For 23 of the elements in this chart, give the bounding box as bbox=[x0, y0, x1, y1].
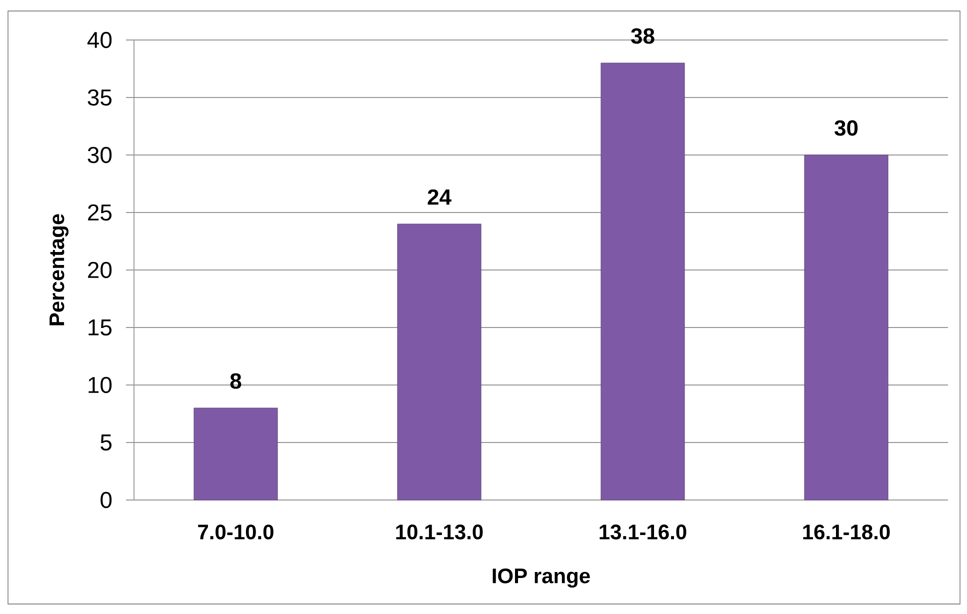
y-tick-label: 20 bbox=[88, 262, 112, 278]
bar bbox=[194, 408, 278, 500]
bar bbox=[804, 154, 888, 500]
y-tick-label: 25 bbox=[88, 204, 112, 221]
y-tick-label: 5 bbox=[100, 434, 112, 451]
bar bbox=[600, 62, 685, 500]
y-tick-label: 35 bbox=[88, 89, 112, 106]
data-label: 38 bbox=[631, 28, 654, 44]
y-tick-label: 0 bbox=[100, 492, 112, 508]
x-tick-label: 13.1-16.0 bbox=[600, 524, 686, 540]
data-label: 30 bbox=[834, 120, 858, 136]
y-tick-label: 40 bbox=[87, 32, 112, 48]
y-axis-title: Percentage bbox=[50, 214, 68, 326]
x-axis-title: IOP range bbox=[492, 568, 590, 588]
data-label: 24 bbox=[428, 189, 452, 205]
x-tick-label: 7.0-10.0 bbox=[198, 524, 274, 540]
y-tick-label: 15 bbox=[88, 319, 112, 336]
data-label: 8 bbox=[230, 373, 242, 389]
x-tick-label: 16.1-18.0 bbox=[803, 524, 890, 540]
x-tick-label: 10.1-13.0 bbox=[396, 524, 483, 540]
bar bbox=[397, 224, 482, 500]
y-tick-label: 10 bbox=[88, 376, 112, 394]
y-tick-label: 30 bbox=[88, 146, 112, 164]
